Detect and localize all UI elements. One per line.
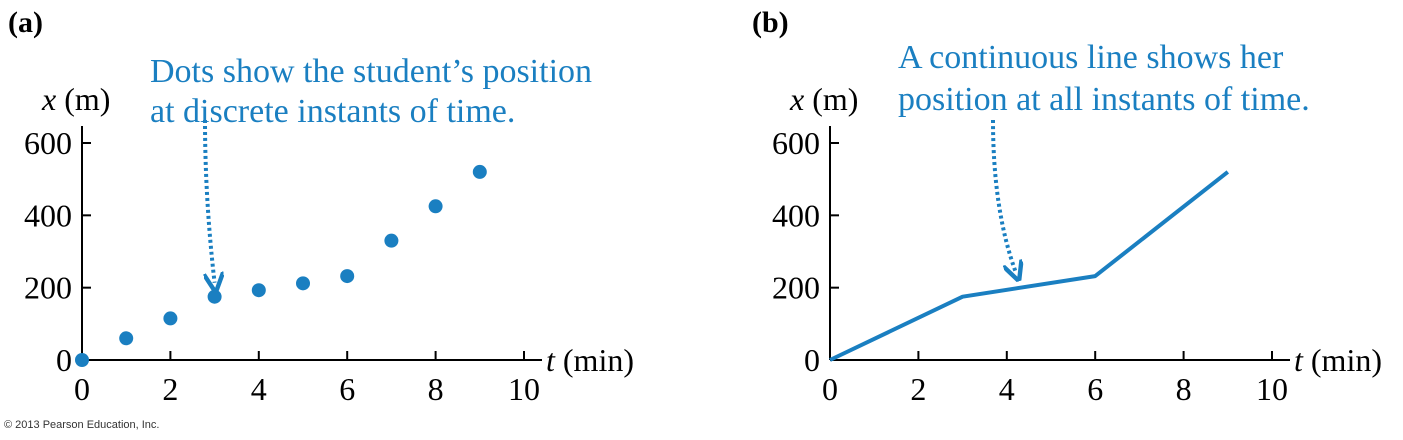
panel-a-data-point [472, 164, 487, 179]
panel-b-x-tick-label: 4 [999, 371, 1015, 407]
panel-a-data-point [75, 353, 89, 367]
panel-b-x-axis-title: t (min) [1294, 342, 1382, 378]
panel-a-x-tick-label: 10 [508, 371, 540, 407]
panel-a-ticks: 0 2 4 6 8 10 0 200 400 600 [24, 125, 540, 407]
panel-a-y-tick-label: 600 [24, 125, 72, 161]
panel-a-data-point [384, 233, 399, 248]
panel-a-data-point [207, 289, 222, 304]
panel-b-annotation-arrow [991, 119, 1016, 272]
panel-b-annotation-line-2: position at all instants of time. [898, 81, 1310, 118]
panel-b-y-axis-unit: (m) [804, 81, 858, 117]
panel-a-data-point [428, 199, 443, 214]
panel-b-axes [829, 126, 1290, 361]
panel-a: (a) Dots show the student’s position at … [8, 6, 634, 407]
panel-a-y-axis-var: x [41, 81, 56, 117]
panel-b-y-axis-title: x (m) [789, 81, 858, 117]
panel-a-y-axis-unit: (m) [56, 81, 110, 117]
panel-b-x-axis-unit: (min) [1303, 342, 1382, 378]
panel-b-annotation-line-1: A continuous line shows her [898, 39, 1284, 76]
panel-a-y-tick-label: 0 [56, 342, 72, 378]
panel-a-data-point [251, 283, 266, 298]
panel-a-x-tick-label: 0 [74, 371, 90, 407]
panel-a-data-point [296, 276, 310, 291]
panel-a-x-tick-label: 6 [339, 371, 355, 407]
panel-a-data-point [340, 269, 355, 284]
panel-b-y-tick-label: 400 [772, 197, 820, 233]
panel-b-x-axis-var: t [1294, 342, 1304, 378]
panel-a-x-axis-unit: (min) [555, 342, 634, 378]
panel-b-y-tick-label: 200 [772, 270, 820, 306]
panel-b-y-axis-var: x [789, 81, 804, 117]
panel-b-x-tick-label: 6 [1087, 371, 1103, 407]
panel-a-annotation-arrow [203, 119, 215, 283]
panel-a-axes [81, 126, 542, 361]
panel-b: (b) A continuous line shows her position… [752, 6, 1382, 407]
panel-b-data-line [829, 170, 1230, 362]
panel-a-annotation-line-2: at discrete instants of time. [150, 93, 515, 130]
panel-a-x-tick-label: 2 [162, 371, 178, 407]
panel-b-y-tick-label: 600 [772, 125, 820, 161]
panel-a-y-axis-title: x (m) [41, 81, 110, 117]
panel-a-x-tick-label: 4 [251, 371, 267, 407]
panel-b-y-tick-label: 0 [804, 342, 820, 378]
panel-a-annotation-line-1: Dots show the student’s position [150, 53, 592, 90]
panel-a-data-point [163, 311, 178, 326]
panel-b-x-tick-label: 2 [910, 371, 926, 407]
panel-b-ticks: 0 2 4 6 8 10 0 200 400 600 [772, 125, 1288, 407]
panel-a-y-tick-label: 200 [24, 270, 72, 306]
panel-a-x-axis-var: t [546, 342, 556, 378]
panel-b-x-tick-label: 0 [822, 371, 838, 407]
panel-b-x-tick-label: 10 [1256, 371, 1288, 407]
panel-b-series-line [829, 170, 1230, 362]
copyright-notice: © 2013 Pearson Education, Inc. [4, 419, 159, 431]
panel-a-y-tick-label: 400 [24, 197, 72, 233]
panel-b-label: (b) [752, 6, 789, 39]
panel-b-x-tick-label: 8 [1176, 371, 1192, 407]
panel-a-data-point [119, 331, 134, 346]
panel-a-label: (a) [8, 6, 43, 39]
panel-a-data-points [75, 164, 487, 367]
panel-a-x-tick-label: 8 [428, 371, 444, 407]
panel-a-x-axis-title: t (min) [546, 342, 634, 378]
